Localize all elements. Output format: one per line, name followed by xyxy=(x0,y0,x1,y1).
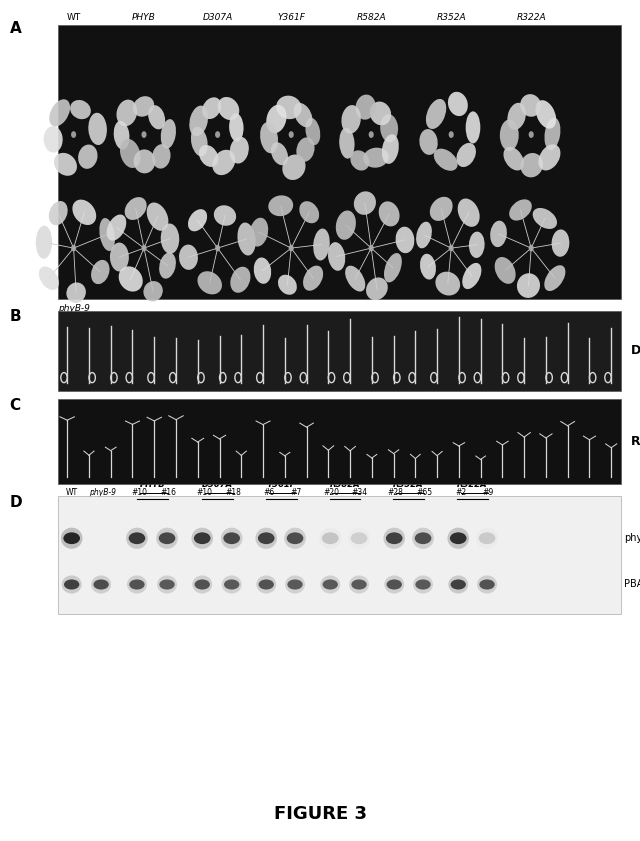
Text: #2: #2 xyxy=(452,505,464,514)
Text: #18: #18 xyxy=(226,488,241,497)
Text: D307A: D307A xyxy=(202,13,233,22)
Text: #10: #10 xyxy=(136,181,152,190)
Text: #6: #6 xyxy=(260,505,272,514)
Text: WT: WT xyxy=(66,488,77,497)
Text: Y361F: Y361F xyxy=(267,480,296,489)
Text: #28: #28 xyxy=(444,181,459,190)
Text: Rc: Rc xyxy=(630,435,640,448)
Text: #16: #16 xyxy=(160,488,177,497)
Text: #20: #20 xyxy=(323,488,339,497)
Text: #7: #7 xyxy=(291,488,302,497)
Text: R322A: R322A xyxy=(457,480,488,489)
Text: B: B xyxy=(10,309,21,325)
Text: #16: #16 xyxy=(159,505,175,514)
Text: #28: #28 xyxy=(388,488,403,497)
Text: R322A: R322A xyxy=(516,13,546,22)
Text: D: D xyxy=(10,495,22,510)
Text: R352A: R352A xyxy=(436,13,466,22)
Text: phyB-9: phyB-9 xyxy=(89,488,116,497)
Text: R582A: R582A xyxy=(330,480,360,489)
Text: #6: #6 xyxy=(285,294,297,304)
Text: Y361F: Y361F xyxy=(271,500,294,509)
Text: #9: #9 xyxy=(481,505,493,514)
Text: R352A: R352A xyxy=(397,500,422,509)
Text: #10: #10 xyxy=(210,294,226,304)
Text: #10: #10 xyxy=(132,488,148,497)
Text: #65: #65 xyxy=(443,294,460,304)
Text: R352A: R352A xyxy=(393,480,424,489)
Text: #16: #16 xyxy=(136,294,152,304)
Text: D307A: D307A xyxy=(202,480,233,489)
Text: PBA1: PBA1 xyxy=(624,579,640,590)
Text: #34: #34 xyxy=(363,181,380,190)
Text: D307A: D307A xyxy=(206,500,232,509)
Text: #65: #65 xyxy=(416,488,433,497)
Text: R322A: R322A xyxy=(461,500,487,509)
Text: #18: #18 xyxy=(224,505,239,514)
Text: phyB: phyB xyxy=(624,533,640,543)
Text: WT: WT xyxy=(66,505,77,514)
Text: #7: #7 xyxy=(285,181,297,190)
Text: #18: #18 xyxy=(210,181,225,190)
Text: #34: #34 xyxy=(351,488,368,497)
Text: #9: #9 xyxy=(525,294,537,304)
Text: D: D xyxy=(630,344,640,357)
Text: #2: #2 xyxy=(455,488,467,497)
Text: R582A: R582A xyxy=(333,500,358,509)
Text: A: A xyxy=(10,21,21,36)
Text: PHYB: PHYB xyxy=(140,480,165,489)
Text: #10: #10 xyxy=(197,488,212,497)
Text: #10: #10 xyxy=(195,505,210,514)
Text: FIGURE 3: FIGURE 3 xyxy=(273,805,367,823)
Text: PHYB: PHYB xyxy=(143,500,164,509)
Text: #7: #7 xyxy=(289,505,301,514)
Text: C: C xyxy=(10,398,20,413)
Text: #6: #6 xyxy=(263,488,275,497)
Text: #10: #10 xyxy=(129,505,145,514)
Text: #20: #20 xyxy=(364,294,379,304)
Text: #65: #65 xyxy=(415,505,431,514)
Text: #20: #20 xyxy=(323,505,339,514)
Text: PHYB: PHYB xyxy=(132,13,156,22)
Text: phyB-9: phyB-9 xyxy=(58,304,90,314)
Text: #34: #34 xyxy=(351,505,367,514)
Text: WT: WT xyxy=(67,13,81,22)
Text: R582A: R582A xyxy=(356,13,386,22)
Text: phyB-9: phyB-9 xyxy=(88,505,115,514)
Text: Y361F: Y361F xyxy=(277,13,305,22)
Text: #9: #9 xyxy=(483,488,494,497)
Text: #2: #2 xyxy=(525,181,537,190)
Text: #28: #28 xyxy=(387,505,402,514)
